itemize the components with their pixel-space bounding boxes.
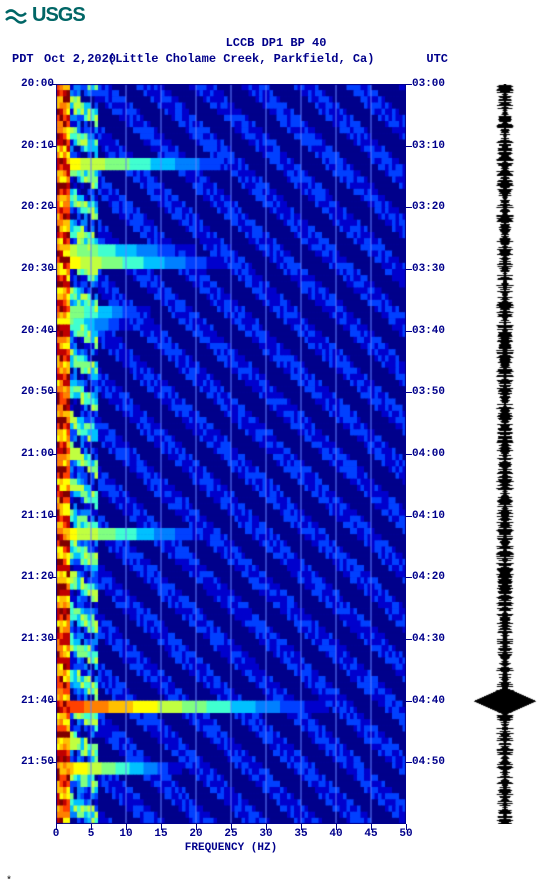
tick-mark	[406, 516, 412, 517]
y-right-tick-label: 04:20	[412, 571, 458, 583]
y-left-tick-label: 20:10	[12, 140, 54, 152]
tick-mark	[50, 84, 56, 85]
y-left-tick-label: 20:30	[12, 263, 54, 275]
y-right-tick-label: 03:20	[412, 201, 458, 213]
tick-mark	[50, 207, 56, 208]
tick-mark	[406, 331, 412, 332]
y-left-tick-label: 20:20	[12, 201, 54, 213]
y-right-tick-label: 04:10	[412, 510, 458, 522]
utc-label: UTC	[426, 52, 448, 66]
y-left-tick-label: 21:20	[12, 571, 54, 583]
y-left-tick-label: 21:10	[12, 510, 54, 522]
tick-mark	[50, 269, 56, 270]
y-right-tick-label: 03:00	[412, 78, 458, 90]
y-right-tick-label: 04:40	[412, 695, 458, 707]
y-right-tick-label: 04:50	[412, 756, 458, 768]
y-left-tick-label: 21:50	[12, 756, 54, 768]
y-left-tick-label: 21:00	[12, 448, 54, 460]
tick-mark	[91, 824, 92, 830]
tick-mark	[406, 146, 412, 147]
location-label: (Little Cholame Creek, Parkfield, Ca)	[108, 52, 374, 66]
tick-mark	[50, 762, 56, 763]
tick-mark	[50, 701, 56, 702]
y-right-tick-label: 04:00	[412, 448, 458, 460]
tick-mark	[50, 331, 56, 332]
tick-mark	[406, 269, 412, 270]
tick-mark	[50, 516, 56, 517]
y-right-tick-label: 04:30	[412, 633, 458, 645]
tick-mark	[406, 84, 412, 85]
tick-mark	[231, 824, 232, 830]
tick-mark	[371, 824, 372, 830]
y-left-tick-label: 20:40	[12, 325, 54, 337]
tick-mark	[56, 824, 57, 830]
y-right-tick-label: 03:50	[412, 386, 458, 398]
tick-mark	[406, 824, 407, 830]
tick-mark	[50, 454, 56, 455]
tick-mark	[266, 824, 267, 830]
tick-mark	[126, 824, 127, 830]
tick-mark	[196, 824, 197, 830]
tick-mark	[301, 824, 302, 830]
tick-mark	[336, 824, 337, 830]
tick-mark	[406, 207, 412, 208]
y-left-tick-label: 20:00	[12, 78, 54, 90]
logo-text: USGS	[32, 4, 85, 27]
spectrogram-canvas	[56, 84, 406, 824]
tick-mark	[406, 577, 412, 578]
y-right-tick-label: 03:40	[412, 325, 458, 337]
chart-title: LCCB DP1 BP 40	[0, 36, 552, 52]
y-right-tick-label: 03:10	[412, 140, 458, 152]
spectrogram-plot	[56, 84, 406, 824]
tick-mark	[50, 577, 56, 578]
tick-mark	[50, 392, 56, 393]
tick-mark	[50, 146, 56, 147]
y-left-tick-label: 21:40	[12, 695, 54, 707]
footer-mark: *	[6, 876, 12, 887]
usgs-logo: USGS	[4, 4, 85, 27]
tick-mark	[406, 639, 412, 640]
waveform-canvas	[470, 84, 540, 824]
y-left-tick-label: 20:50	[12, 386, 54, 398]
tick-mark	[50, 639, 56, 640]
wave-icon	[4, 7, 30, 25]
y-right-tick-label: 03:30	[412, 263, 458, 275]
tick-mark	[406, 762, 412, 763]
y-left-tick-label: 21:30	[12, 633, 54, 645]
tick-mark	[406, 701, 412, 702]
tick-mark	[406, 454, 412, 455]
tick-mark	[406, 392, 412, 393]
x-axis-label: FREQUENCY (HZ)	[56, 842, 406, 854]
date-label: Oct 2,2020	[44, 52, 116, 66]
pdt-label: PDT	[12, 52, 34, 66]
tick-mark	[161, 824, 162, 830]
